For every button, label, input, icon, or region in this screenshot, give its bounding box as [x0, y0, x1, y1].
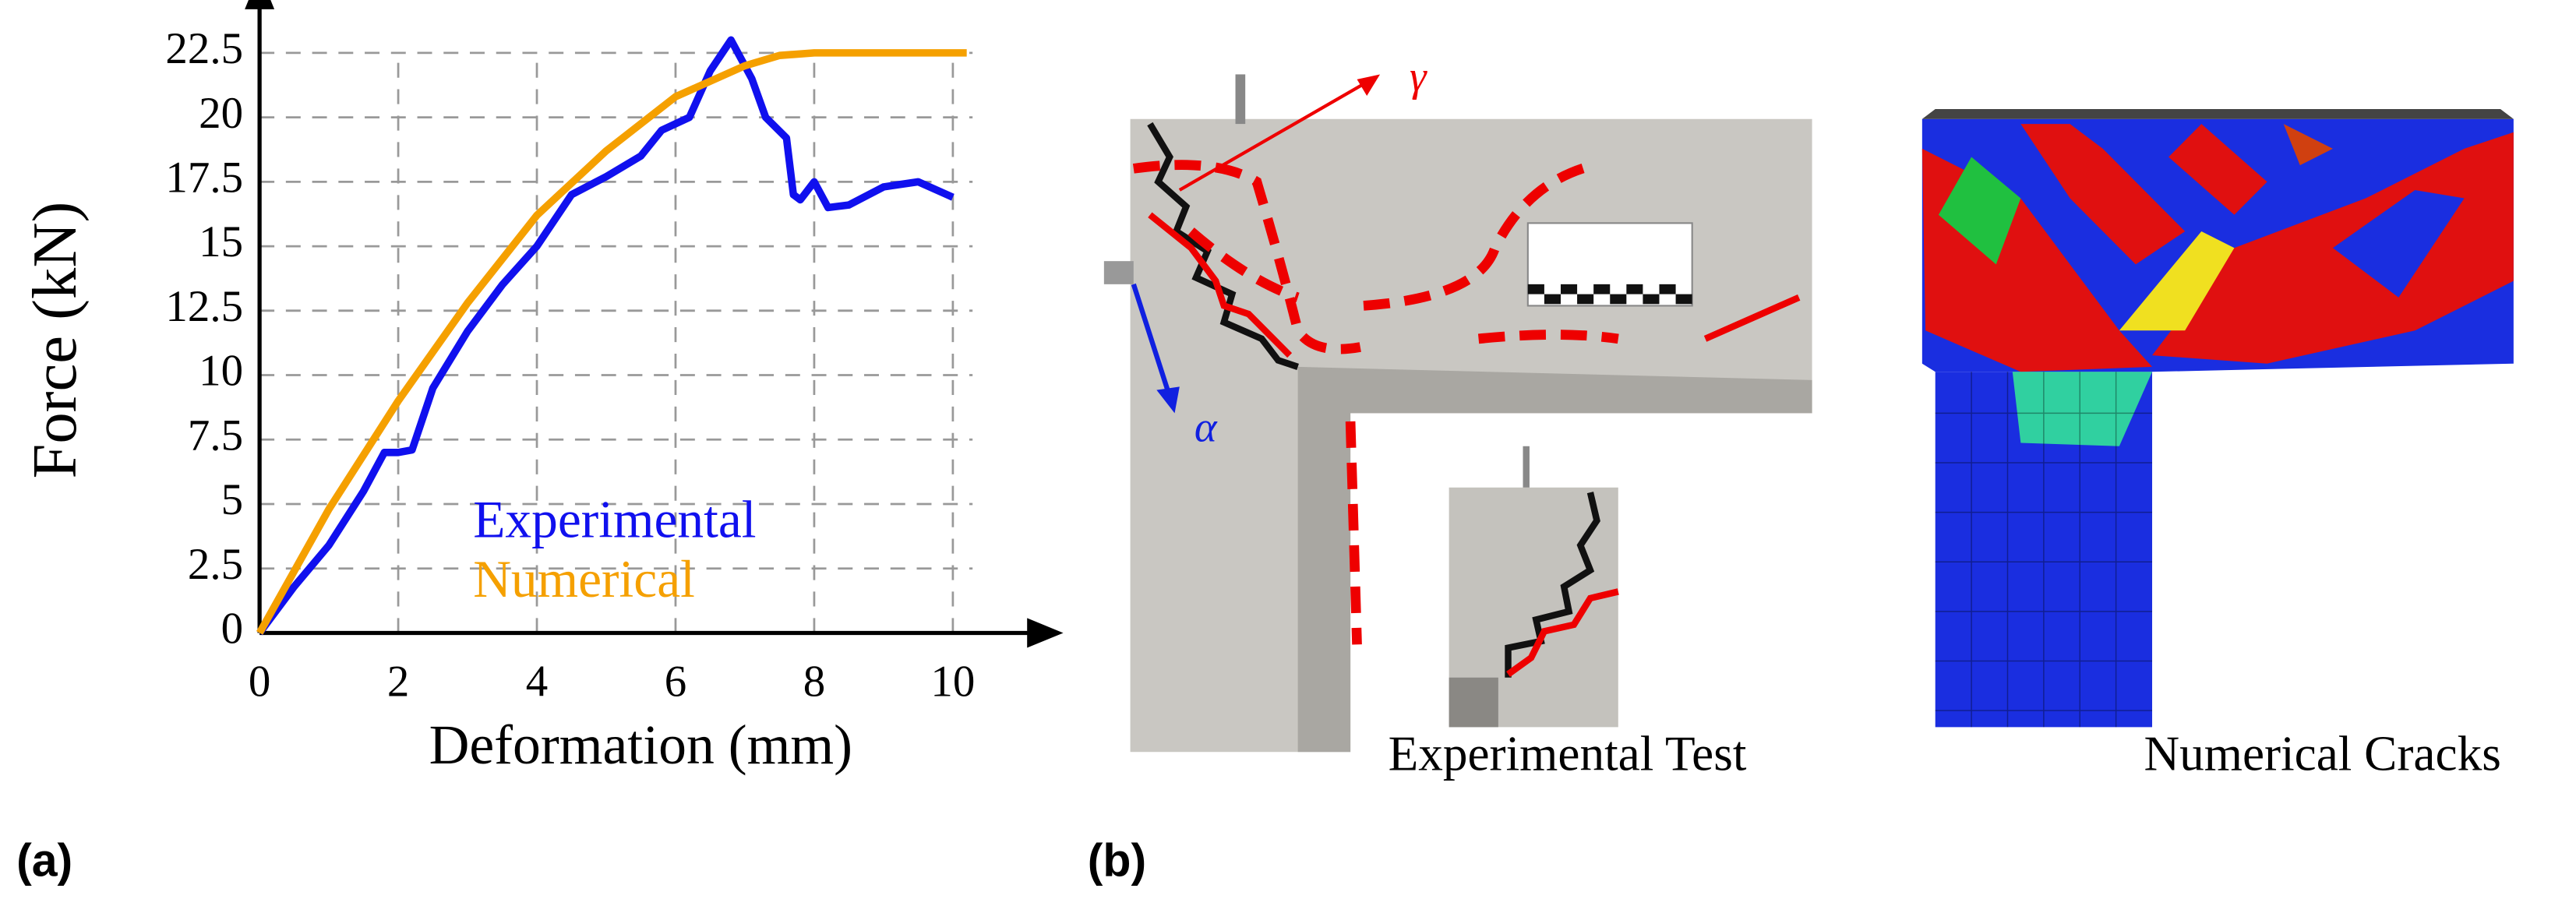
panel-label: (b): [1088, 834, 1146, 886]
y-tick-label: 5: [221, 475, 243, 524]
legend-entry: Experimental: [473, 490, 756, 548]
x-axis-label: Deformation (mm): [429, 714, 852, 776]
chart: 0 2.5 5 7.5 10 12.5 15 17.5 20 22.5 0 2 4 6 8 10 Deforma…: [20, 0, 1064, 776]
x-axis-arrow: [1027, 618, 1064, 648]
y-tick-label: 12.5: [165, 282, 243, 331]
y-axis-label: Force (kN): [20, 202, 90, 479]
data-line: [256, 49, 967, 635]
x-tick-label: 4: [526, 657, 548, 706]
alpha-label: α: [1194, 403, 1218, 450]
y-tick-label: 7.5: [188, 411, 243, 460]
legend-entry: Numerical: [473, 550, 695, 608]
data-line: [256, 36, 955, 636]
y-tick-label: 22.5: [165, 24, 243, 73]
y-tick-label: 10: [199, 347, 243, 396]
y-tick-label: 0: [221, 604, 243, 653]
fe-model: [1921, 109, 2514, 728]
y-tick-label: 17.5: [165, 153, 243, 202]
y-tick-label: 15: [199, 217, 243, 266]
experimental-photo: γ α: [1103, 53, 1812, 753]
gamma-label: γ: [1410, 53, 1427, 100]
x-tick-label: 8: [803, 657, 825, 706]
x-tick-label: 10: [930, 657, 975, 706]
y-tick-label: 20: [199, 89, 243, 138]
inset-photo: [1449, 446, 1619, 728]
y-tick-label: 2.5: [188, 540, 243, 589]
y-axis-arrow: [245, 0, 275, 9]
panel-label: (a): [16, 834, 72, 886]
x-tick-label: 6: [665, 657, 686, 706]
caption: Experimental Test: [1389, 725, 1747, 781]
x-tick-label: 2: [387, 657, 409, 706]
x-tick-label: 0: [249, 657, 270, 706]
caption: Numerical Cracks: [2144, 725, 2500, 781]
